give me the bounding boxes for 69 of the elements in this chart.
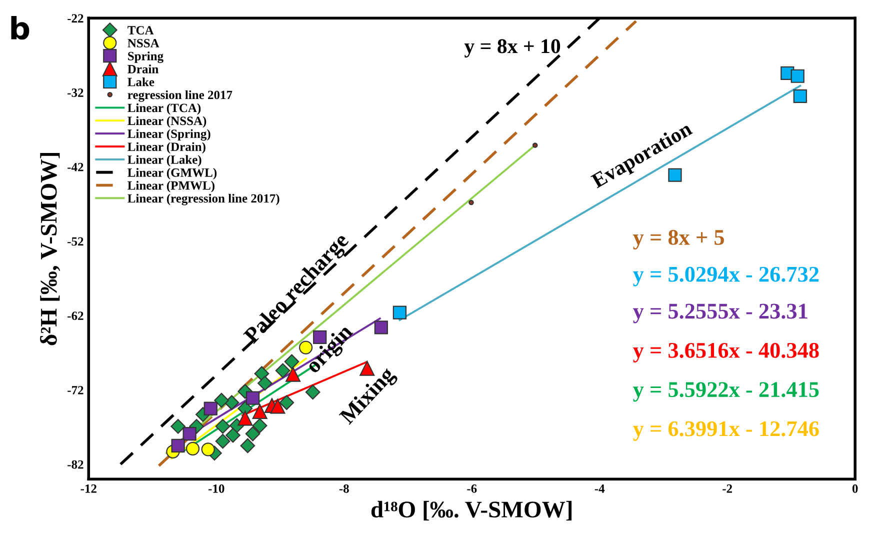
point bbox=[305, 384, 320, 400]
legend-label: Linear (TCA) bbox=[128, 103, 201, 115]
y-tick-label: -72 bbox=[68, 386, 84, 394]
point bbox=[286, 366, 301, 382]
point bbox=[226, 428, 240, 443]
point bbox=[182, 427, 196, 441]
point bbox=[170, 418, 186, 434]
legend-label: Linear (PMWL) bbox=[128, 180, 214, 192]
x-tick-label: -12 bbox=[80, 484, 96, 493]
point bbox=[284, 354, 300, 370]
point bbox=[532, 142, 538, 148]
point bbox=[246, 391, 260, 405]
point bbox=[468, 200, 474, 206]
point bbox=[257, 376, 272, 391]
legend-label: Drain bbox=[128, 64, 158, 74]
point bbox=[171, 438, 185, 453]
point bbox=[201, 442, 215, 456]
legend-label: Linear (Drain) bbox=[128, 142, 206, 154]
x-tick-label: -4 bbox=[594, 484, 605, 493]
text: b bbox=[11, 16, 30, 40]
legend-label: TCA bbox=[128, 26, 154, 34]
point bbox=[215, 418, 230, 434]
point bbox=[279, 395, 294, 410]
y-tick-label: -42 bbox=[68, 162, 84, 172]
legend-label: Linear (GMWL) bbox=[128, 168, 217, 180]
annotation: y = 3.6516x - 40.348 bbox=[633, 342, 819, 362]
point bbox=[270, 398, 286, 414]
point bbox=[215, 434, 230, 449]
legend-label: Linear (Spring) bbox=[128, 129, 210, 141]
x-tick-label: -2 bbox=[722, 484, 732, 493]
annotation: y = 8x + 5 bbox=[633, 230, 724, 250]
y-tick-label: -82 bbox=[68, 460, 84, 469]
x-axis-title: d¹⁸O [‰. V-SMOW] bbox=[371, 500, 572, 520]
annotation: y = 6.3991x - 12.746 bbox=[633, 421, 819, 441]
point bbox=[275, 363, 290, 378]
x-tick-label: 0 bbox=[852, 484, 858, 493]
annotation: y = 5.5922x - 21.415 bbox=[633, 382, 819, 402]
annotation: y = 8x + 10 bbox=[464, 39, 560, 58]
point bbox=[240, 438, 256, 454]
x-tick-label: -6 bbox=[467, 484, 477, 493]
legend-label: Linear (regression line 2017) bbox=[128, 194, 280, 206]
legend-label: NSSA bbox=[128, 39, 160, 48]
point bbox=[204, 402, 218, 416]
legend-label: Linear (Lake) bbox=[128, 155, 202, 166]
x-tick-label: -8 bbox=[339, 484, 349, 493]
point bbox=[252, 404, 268, 419]
point bbox=[374, 320, 388, 334]
point bbox=[790, 69, 804, 83]
y-tick-label: -32 bbox=[68, 88, 84, 97]
legend-label: Linear (NSSA) bbox=[128, 116, 206, 128]
point bbox=[214, 392, 229, 408]
legend-label: regression line 2017 bbox=[128, 90, 232, 102]
y-tick-label: -22 bbox=[68, 14, 84, 22]
x-tick-label: -10 bbox=[208, 484, 224, 493]
legend-label: Lake bbox=[128, 77, 154, 86]
point bbox=[186, 442, 200, 456]
point bbox=[392, 306, 406, 320]
annotation: y = 5.0294x - 26.732 bbox=[633, 266, 819, 286]
y-tick-label: -62 bbox=[68, 312, 84, 320]
legend-label: Spring bbox=[128, 52, 164, 63]
point bbox=[793, 89, 807, 104]
point bbox=[245, 426, 260, 442]
point bbox=[254, 366, 270, 381]
y-tick-label: -52 bbox=[68, 237, 84, 246]
point bbox=[238, 410, 253, 426]
annotation: y = 5.2555x - 23.31 bbox=[633, 304, 808, 324]
y-axis-title: δ²H [‰, V-SMOW] bbox=[40, 152, 60, 346]
point bbox=[224, 395, 240, 410]
point bbox=[252, 418, 268, 434]
